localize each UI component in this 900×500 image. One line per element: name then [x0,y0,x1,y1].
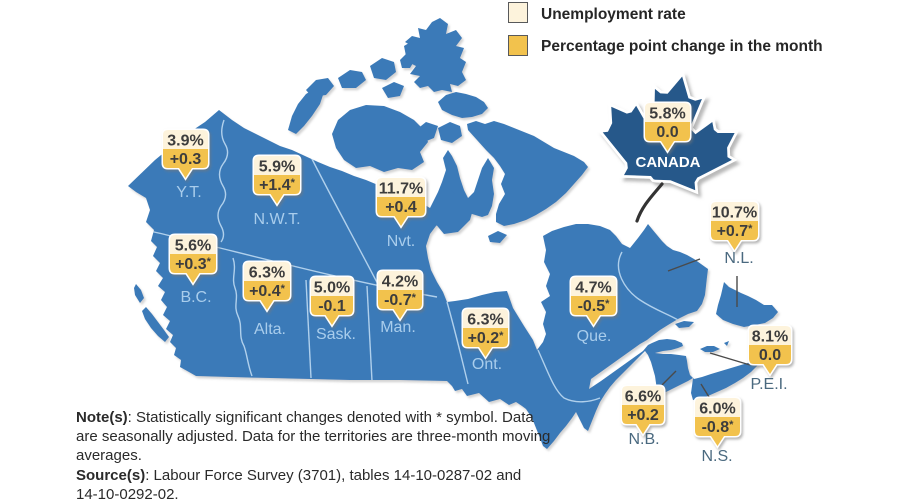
svg-text:5.9%: 5.9% [259,159,295,176]
svg-text:+0.4: +0.4 [385,199,417,216]
svg-text:0.0: 0.0 [759,347,781,364]
svg-text:+0.7*: +0.7* [717,223,754,240]
svg-text:Nvt.: Nvt. [387,233,415,250]
svg-text:-0.8*: -0.8* [702,419,735,436]
svg-text:6.3%: 6.3% [467,312,503,329]
svg-text:N.B.: N.B. [628,431,659,448]
svg-text:Alta.: Alta. [254,321,286,338]
svg-text:-0.5*: -0.5* [578,298,611,315]
svg-text:5.8%: 5.8% [649,106,685,123]
svg-text:4.2%: 4.2% [382,274,418,291]
svg-text:6.0%: 6.0% [699,401,735,418]
svg-text:11.7%: 11.7% [379,181,423,198]
svg-text:5.0%: 5.0% [314,280,350,297]
svg-text:CANADA: CANADA [636,154,701,171]
svg-text:5.6%: 5.6% [175,238,211,255]
svg-text:-0.7*: -0.7* [384,292,417,309]
svg-text:Ont.: Ont. [472,356,502,373]
svg-text:+0.3: +0.3 [170,151,202,168]
svg-text:8.1%: 8.1% [752,329,788,346]
svg-text:+0.2: +0.2 [627,407,659,424]
svg-text:+0.4*: +0.4* [249,283,286,300]
svg-text:6.6%: 6.6% [625,389,661,406]
svg-text:Man.: Man. [380,319,416,336]
svg-text:N.S.: N.S. [701,448,732,465]
svg-text:B.C.: B.C. [180,289,211,306]
svg-text:+1.4*: +1.4* [259,177,296,194]
svg-text:0.0: 0.0 [656,124,678,141]
svg-text:P.E.I.: P.E.I. [750,376,787,393]
svg-text:Sask.: Sask. [316,326,356,343]
svg-text:6.3%: 6.3% [249,265,285,282]
svg-text:-0.1: -0.1 [318,298,346,315]
svg-text:10.7%: 10.7% [712,205,757,222]
svg-text:+0.2*: +0.2* [468,330,505,347]
svg-text:N.W.T.: N.W.T. [253,211,300,228]
svg-text:+0.3*: +0.3* [175,256,212,273]
svg-text:Que.: Que. [577,328,612,345]
svg-text:N.L.: N.L. [724,250,753,267]
svg-text:4.7%: 4.7% [575,280,611,297]
svg-text:3.9%: 3.9% [167,133,203,150]
svg-text:Y.T.: Y.T. [176,184,202,201]
